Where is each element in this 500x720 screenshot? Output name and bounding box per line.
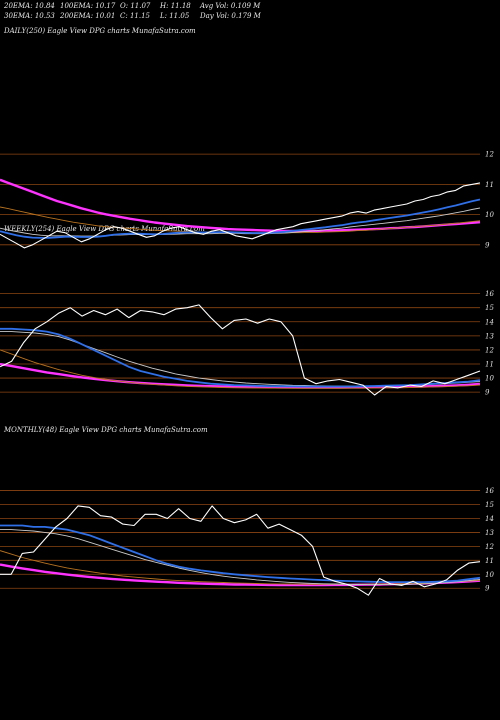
weekly-chart-title: WEEKLY(254) Eagle View DPG charts Munafa…	[4, 225, 205, 233]
weekly-ema20-line	[0, 327, 481, 388]
weekly-ytick-label: 16	[485, 290, 494, 298]
weekly-ytick-label: 11	[485, 361, 494, 369]
daily-ytick-label: 11	[485, 181, 494, 189]
monthly-ytick-label: 11	[485, 557, 494, 565]
weekly-ema200-line	[0, 362, 481, 389]
weekly-ytick-label: 13	[485, 332, 494, 340]
weekly-ytick-label: 14	[485, 318, 494, 326]
monthly-price-line	[0, 505, 481, 596]
ema30-label: 30EMA: 10.53	[4, 12, 55, 20]
monthly-ema30-line	[0, 529, 481, 586]
ema100-label: 100EMA: 10.17	[60, 2, 116, 10]
weekly-ytick-label: 10	[485, 375, 494, 383]
monthly-ytick-label: 16	[485, 487, 494, 495]
daily-chart-title: DAILY(250) Eagle View DPG charts MunafaS…	[4, 27, 196, 35]
monthly-ytick-label: 9	[485, 585, 490, 593]
daily-ytick-label: 12	[485, 151, 494, 159]
ema200-label: 200EMA: 10.01	[60, 12, 116, 20]
monthly-chart-title: MONTHLY(48) Eagle View DPG charts Munafa…	[4, 426, 208, 434]
day-volume-label: Day Vol: 0.179 M	[200, 12, 261, 20]
weekly-ytick-label: 12	[485, 346, 494, 354]
open-label: O: 11.07	[120, 2, 151, 10]
monthly-ema100-line	[0, 550, 481, 585]
daily-ema20-line	[0, 198, 481, 239]
monthly-ytick-label: 13	[485, 529, 494, 537]
monthly-ytick-label: 12	[485, 543, 494, 551]
daily-ema200-line	[0, 178, 481, 233]
daily-ytick-label: 10	[485, 211, 494, 219]
daily-price-line	[0, 182, 481, 249]
monthly-ytick-label: 14	[485, 515, 494, 523]
daily-ytick-label: 9	[485, 241, 490, 249]
monthly-ema20-line	[0, 524, 481, 584]
ema20-label: 20EMA: 10.84	[4, 2, 55, 10]
weekly-price-line	[0, 304, 481, 396]
avg-volume-label: Avg Vol: 0.109 M	[200, 2, 261, 10]
weekly-ytick-label: 9	[485, 389, 490, 397]
monthly-ytick-label: 10	[485, 571, 494, 579]
high-label: H: 11.18	[160, 2, 191, 10]
monthly-ytick-label: 15	[485, 501, 494, 509]
weekly-ytick-label: 15	[485, 304, 494, 312]
close-label: C: 11.15	[120, 12, 150, 20]
low-label: L: 11.05	[160, 12, 190, 20]
